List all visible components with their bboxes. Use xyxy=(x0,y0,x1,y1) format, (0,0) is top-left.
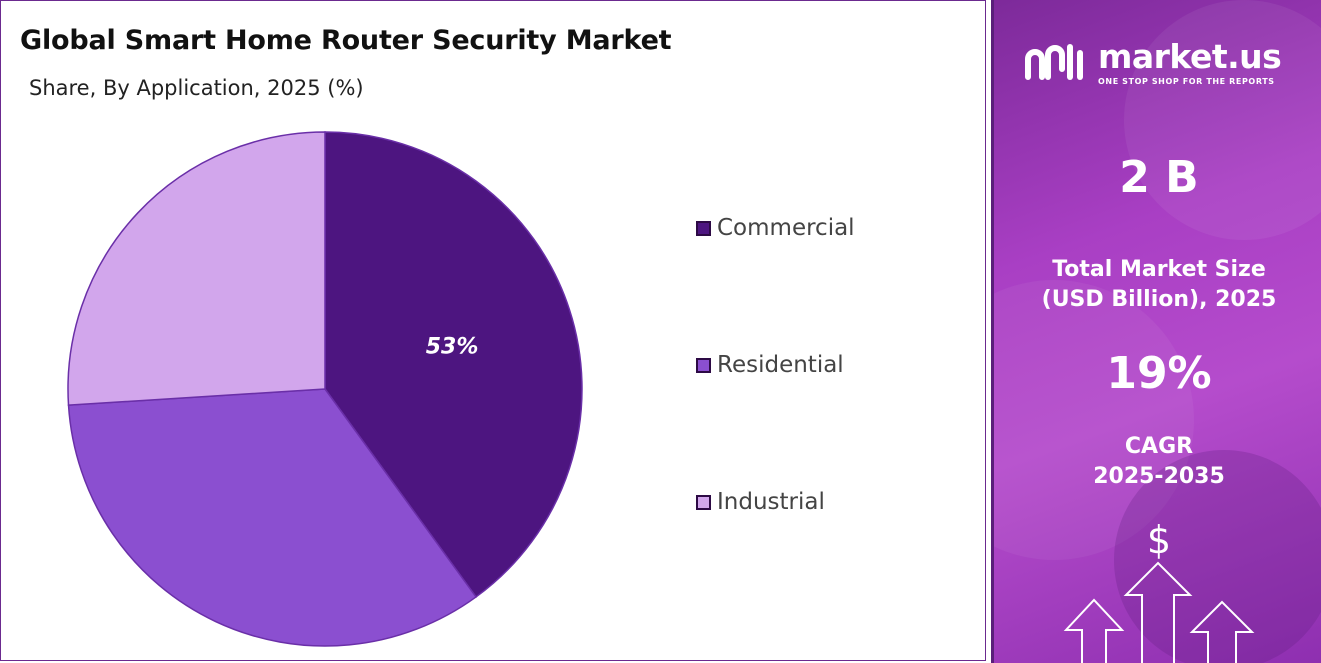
market-us-logo-icon xyxy=(1025,44,1083,80)
market-size-label-line1: Total Market Size xyxy=(1052,257,1266,282)
background-decoration xyxy=(994,0,1321,663)
market-size-label-line2: (USD Billion), 2025 xyxy=(1041,287,1277,312)
legend-label: Industrial xyxy=(717,489,825,515)
summary-panel: market.us ONE STOP SHOP FOR THE REPORTS … xyxy=(991,0,1321,663)
brand-tagline: ONE STOP SHOP FOR THE REPORTS xyxy=(1098,77,1275,86)
cagr-value: 19% xyxy=(1106,348,1212,399)
chart-subtitle: Share, By Application, 2025 (%) xyxy=(29,76,364,100)
pie-slice-commercial xyxy=(324,131,583,598)
pie-chart: 53% xyxy=(67,131,583,647)
legend-label: Commercial xyxy=(717,215,855,241)
legend-swatch xyxy=(696,494,711,510)
market-size-value: 2 B xyxy=(1119,152,1199,203)
legend-swatch xyxy=(696,357,711,373)
growth-arrows-icon xyxy=(1063,561,1255,663)
brand-name: market.us xyxy=(1098,37,1282,76)
chart-panel: Global Smart Home Router Security Market… xyxy=(0,0,986,661)
legend-label: Residential xyxy=(717,352,844,378)
legend-item-residential: Residential xyxy=(696,352,844,378)
brand: market.us ONE STOP SHOP FOR THE REPORTS xyxy=(1024,37,1282,86)
cagr-label-line1: CAGR xyxy=(1124,434,1194,459)
data-label-commercial: 53% xyxy=(426,335,479,360)
pie-slice-residential xyxy=(67,388,478,647)
chart-title: Global Smart Home Router Security Market xyxy=(20,25,672,56)
dollar-icon: $ xyxy=(1146,518,1172,562)
cagr-label-line2: 2025-2035 xyxy=(1093,464,1225,489)
legend-swatch xyxy=(696,220,711,236)
legend-item-industrial: Industrial xyxy=(696,489,825,515)
legend-item-commercial: Commercial xyxy=(696,215,855,241)
pie-slice-industrial xyxy=(67,131,326,406)
